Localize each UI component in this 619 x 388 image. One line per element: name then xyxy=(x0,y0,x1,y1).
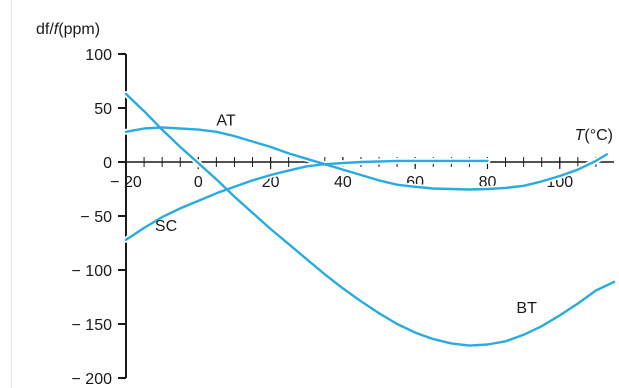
x-tick-label: 40 xyxy=(334,174,352,191)
curve-sc xyxy=(124,159,489,241)
x-tick-label: − 20 xyxy=(110,174,142,191)
curve-bt xyxy=(124,92,616,347)
labels: df/f(ppm) T(°C) AT BT SC xyxy=(36,21,613,317)
y-tick-label: − 200 xyxy=(72,371,113,388)
curves xyxy=(123,91,617,349)
y-tick-label: − 100 xyxy=(72,263,113,280)
curve-label-bt: BT xyxy=(516,300,537,317)
y-tick-label: − 150 xyxy=(72,317,113,334)
y-tick-label: 100 xyxy=(85,47,112,64)
y-tick-label: − 50 xyxy=(80,209,112,226)
y-axis-label: df/f(ppm) xyxy=(36,21,100,38)
x-axis-label: T(°C) xyxy=(575,127,613,144)
curve-label-sc: SC xyxy=(155,218,177,235)
curve-at xyxy=(124,126,608,191)
x-tick-label: 0 xyxy=(194,174,203,191)
curve-label-at: AT xyxy=(216,112,235,129)
left-edge-rule xyxy=(11,0,12,388)
y-tick-label: 50 xyxy=(94,101,112,118)
y-tick-label: 0 xyxy=(103,155,112,172)
curve-halo-sc xyxy=(123,157,491,243)
